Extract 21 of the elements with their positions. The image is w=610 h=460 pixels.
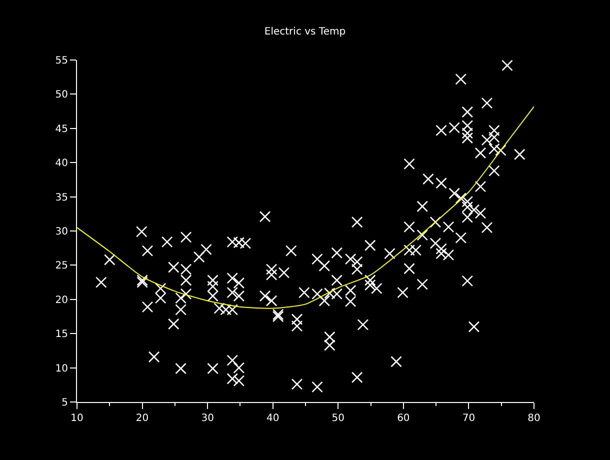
- y-tick-label: 25: [55, 260, 68, 272]
- y-tick-label: 10: [55, 363, 68, 374]
- y-tick-label: 20: [55, 294, 68, 306]
- x-tick-label: 20: [136, 413, 149, 424]
- x-tick-label: 40: [266, 413, 280, 424]
- y-tick-label: 45: [55, 124, 68, 135]
- x-tick-label: 10: [70, 413, 84, 424]
- y-tick-label: 50: [55, 90, 68, 101]
- x-tick-label: 60: [397, 413, 410, 424]
- y-tick-label: 35: [55, 192, 68, 204]
- y-tick-label: 15: [55, 329, 68, 340]
- y-tick-label: 55: [55, 56, 68, 66]
- line-series: [77, 106, 534, 309]
- x-tick-label: 30: [201, 413, 214, 424]
- y-tick-label: 5: [62, 398, 68, 408]
- x-tick-label: 50: [332, 413, 345, 424]
- chart-title: Electric vs Temp: [264, 26, 346, 38]
- x-tick-label: 70: [462, 413, 476, 424]
- y-tick-label: 30: [55, 226, 68, 238]
- y-tick-label: 40: [55, 158, 68, 170]
- x-tick-label: 80: [528, 413, 540, 424]
